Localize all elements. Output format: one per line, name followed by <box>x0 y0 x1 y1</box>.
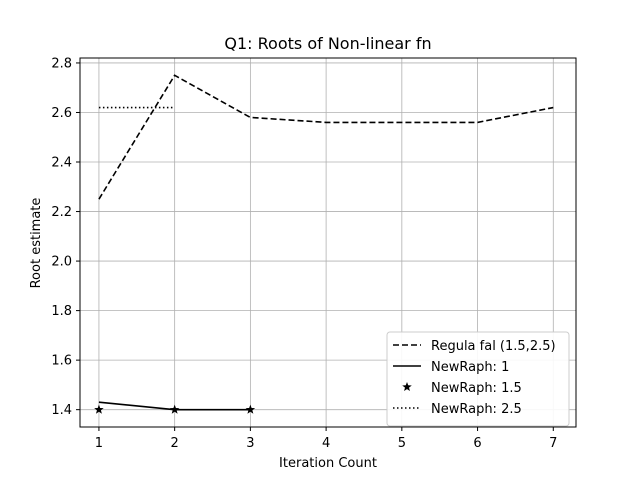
legend-label: NewRaph: 1 <box>431 360 509 375</box>
x-tick-label: 6 <box>473 436 481 451</box>
x-axis-label: Iteration Count <box>279 456 377 471</box>
y-tick-label: 1.8 <box>51 304 72 319</box>
legend-label: NewRaph: 2.5 <box>431 402 522 417</box>
legend-label: NewRaph: 1.5 <box>431 381 522 396</box>
y-tick-label: 1.6 <box>51 354 72 369</box>
series-layer <box>94 74 554 414</box>
x-tick-label: 1 <box>95 436 103 451</box>
y-axis-label: Root estimate <box>29 198 44 289</box>
legend: Regula fal (1.5,2.5) NewRaph: 1 NewRaph: 1… <box>386 331 570 427</box>
legend-item: NewRaph: 1.5 <box>402 381 522 396</box>
legend-box <box>386 331 570 427</box>
data-point <box>169 404 180 414</box>
y-tick-label: 2.0 <box>51 255 72 270</box>
x-tick-label: 5 <box>398 436 406 451</box>
data-point <box>245 404 256 414</box>
x-tick-label: 2 <box>171 436 179 451</box>
legend-label: Regula fal (1.5,2.5) <box>431 339 556 354</box>
y-tick-label: 2.4 <box>51 156 72 171</box>
data-point <box>94 404 104 414</box>
x-tick-label: 7 <box>549 436 557 451</box>
series-line <box>98 74 554 200</box>
y-tick-label: 2.8 <box>51 56 72 71</box>
legend-item: NewRaph: 1 <box>393 360 509 375</box>
legend-swatch <box>402 382 412 392</box>
legend-item: Regula fal (1.5,2.5) <box>393 339 556 354</box>
y-tick-label: 1.4 <box>51 403 72 418</box>
y-tick-label: 2.6 <box>51 106 72 121</box>
legend-item: NewRaph: 2.5 <box>393 402 522 417</box>
series-2 <box>94 404 256 414</box>
series-0 <box>98 74 554 200</box>
chart-title: Q1: Roots of Non-linear fn <box>224 34 431 53</box>
axis-ticks: 1 2 3 4 5 6 7 1.4 1.6 1.8 2.0 2.2 2.4 2.6 2.8 <box>51 56 557 451</box>
y-tick-label: 2.2 <box>51 205 72 220</box>
plot-frame <box>79 57 577 428</box>
x-tick-label: 4 <box>322 436 330 451</box>
grid <box>80 58 576 427</box>
x-tick-label: 3 <box>246 436 254 451</box>
